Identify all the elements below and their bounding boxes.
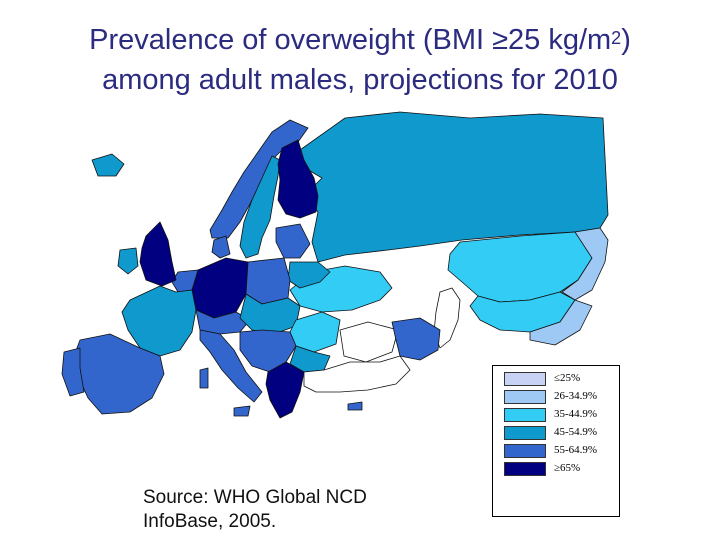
- legend-label: 35-44.9%: [554, 408, 598, 420]
- region-black-sea: [339, 321, 399, 363]
- region-turkey: [303, 355, 411, 393]
- source-note: Source: WHO Global NCD InfoBase, 2005.: [143, 486, 367, 534]
- legend-label: 26-34.9%: [554, 390, 598, 402]
- region-cyprus: [347, 401, 363, 411]
- region-central-asia-light: [529, 299, 593, 346]
- title-line-1-end: ): [621, 24, 631, 56]
- region-sweden: [239, 155, 281, 259]
- region-sardinia: [199, 367, 209, 389]
- region-finland: [277, 139, 319, 219]
- region-italy: [199, 329, 263, 403]
- region-uk: [139, 221, 177, 287]
- region-france: [121, 285, 197, 357]
- region-caucasus: [391, 317, 441, 361]
- map-legend: ≤25% 26-34.9% 35-44.9% 45-54.9% 55-64.9%…: [492, 365, 620, 517]
- region-denmark: [211, 235, 231, 259]
- title-line-1-main: Prevalence of overweight (BMI ≥25 kg/m: [89, 24, 612, 56]
- region-iceland: [91, 153, 125, 177]
- source-line-2: InfoBase, 2005.: [143, 511, 277, 532]
- legend-swatch: [504, 408, 546, 422]
- legend-label: ≥65%: [554, 462, 581, 474]
- legend-swatch: [504, 444, 546, 458]
- region-germany: [191, 257, 249, 319]
- legend-swatch: [504, 372, 546, 386]
- title-line-2: among adult males, projections for 2010: [102, 64, 618, 96]
- slide-title: Prevalence of overweight (BMI ≥25 kg/m2)…: [0, 20, 720, 100]
- legend-label: 55-64.9%: [554, 444, 598, 456]
- legend-label: ≤25%: [554, 372, 581, 384]
- region-east-light: [561, 227, 609, 301]
- region-ireland: [117, 247, 139, 275]
- region-baltics: [275, 223, 311, 259]
- region-sicily: [233, 405, 251, 417]
- legend-swatch: [504, 390, 546, 404]
- legend-swatch: [504, 462, 546, 476]
- region-caspian-sea: [433, 287, 461, 349]
- title-superscript: 2: [611, 28, 622, 48]
- region-portugal: [61, 347, 85, 397]
- source-line-1: Source: WHO Global NCD: [143, 487, 367, 508]
- region-norway: [209, 119, 309, 239]
- region-greece: [265, 361, 305, 419]
- legend-label: 45-54.9%: [554, 426, 598, 438]
- legend-swatch: [504, 426, 546, 440]
- title-line-1: Prevalence of overweight (BMI ≥25 kg/m2): [0, 20, 720, 60]
